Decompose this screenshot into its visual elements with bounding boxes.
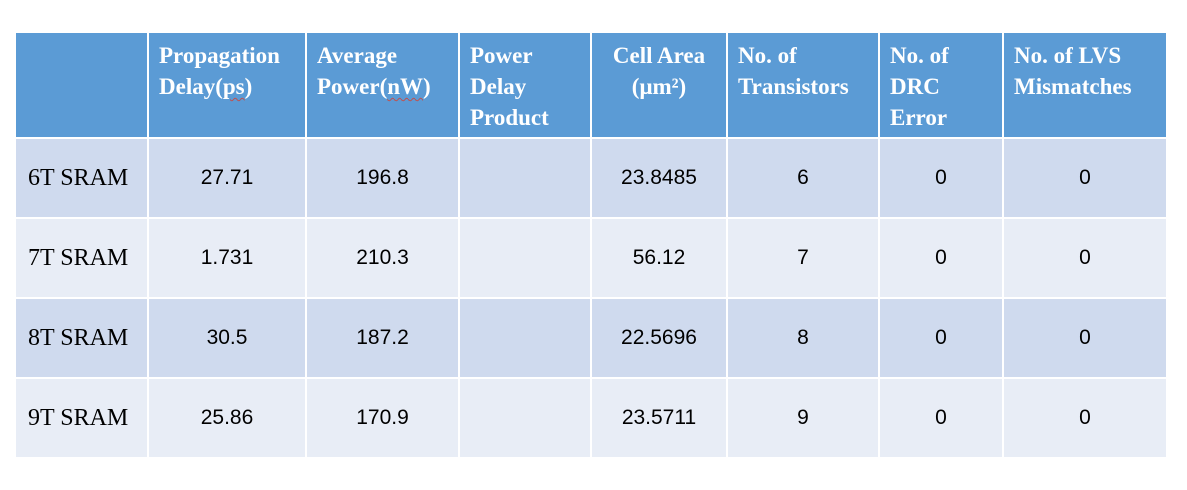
header-corner <box>14 31 149 139</box>
cell-lvs: 0 <box>1002 377 1168 459</box>
cell-transistors: 8 <box>726 297 880 379</box>
header-drc-error: No. of DRC Error <box>878 31 1004 139</box>
cell-delay: 25.86 <box>147 377 307 459</box>
header-pdp-line3: Product <box>470 105 549 130</box>
header-cell-area: Cell Area (μm²) <box>590 31 728 139</box>
sram-comparison-table: Propagation Delay(ps) Average Power(nW) … <box>14 31 1168 459</box>
cell-drc: 0 <box>878 217 1004 299</box>
cell-drc: 0 <box>878 137 1004 219</box>
cell-pdp <box>458 217 592 299</box>
cell-area: 22.5696 <box>590 297 728 379</box>
header-propagation-delay-line2: Delay( <box>159 74 223 99</box>
cell-area: 23.5711 <box>590 377 728 459</box>
cell-transistors: 6 <box>726 137 880 219</box>
cell-drc: 0 <box>878 377 1004 459</box>
header-average-power-line1: Average <box>317 43 398 68</box>
header-pdp-line2: Delay <box>470 74 527 99</box>
row-label: 6T SRAM <box>14 137 149 219</box>
header-average-power-unit: nW <box>387 74 424 99</box>
header-drc-line3: Error <box>890 105 948 130</box>
cell-lvs: 0 <box>1002 137 1168 219</box>
header-cell-area-line1: Cell Area <box>612 43 706 68</box>
header-transistors-line2: Transistors <box>738 74 849 99</box>
header-lvs-line1: No. of LVS <box>1014 43 1122 68</box>
header-average-power: Average Power(nW) <box>305 31 460 139</box>
header-transistors-line1: No. of <box>738 43 797 68</box>
header-power-delay-product: Power Delay Product <box>458 31 592 139</box>
header-pdp-line1: Power <box>470 43 533 68</box>
cell-area: 56.12 <box>590 217 728 299</box>
header-lvs-mismatches: No. of LVS Mismatches <box>1002 31 1168 139</box>
header-propagation-delay-unit: ps <box>222 74 245 99</box>
header-drc-line2: DRC <box>890 74 940 99</box>
header-cell-area-line2: (μm²) <box>631 74 687 99</box>
row-label: 8T SRAM <box>14 297 149 379</box>
header-lvs-line2: Mismatches <box>1014 74 1132 99</box>
header-propagation-delay-line1: Propagation <box>159 43 280 68</box>
row-label: 9T SRAM <box>14 377 149 459</box>
cell-pdp <box>458 297 592 379</box>
header-row: Propagation Delay(ps) Average Power(nW) … <box>14 31 1168 139</box>
cell-power: 210.3 <box>305 217 460 299</box>
cell-drc: 0 <box>878 297 1004 379</box>
table-row: 8T SRAM 30.5 187.2 22.5696 8 0 0 <box>14 297 1168 379</box>
cell-delay: 27.71 <box>147 137 307 219</box>
sram-comparison-table-container: Propagation Delay(ps) Average Power(nW) … <box>14 31 1168 459</box>
cell-area: 23.8485 <box>590 137 728 219</box>
row-label: 7T SRAM <box>14 217 149 299</box>
header-average-power-close: ) <box>423 74 431 99</box>
header-propagation-delay: Propagation Delay(ps) <box>147 31 307 139</box>
cell-lvs: 0 <box>1002 217 1168 299</box>
header-propagation-delay-close: ) <box>244 74 253 99</box>
cell-delay: 1.731 <box>147 217 307 299</box>
cell-transistors: 7 <box>726 217 880 299</box>
cell-transistors: 9 <box>726 377 880 459</box>
cell-pdp <box>458 137 592 219</box>
cell-power: 187.2 <box>305 297 460 379</box>
cell-pdp <box>458 377 592 459</box>
table-row: 9T SRAM 25.86 170.9 23.5711 9 0 0 <box>14 377 1168 459</box>
header-average-power-line2: Power( <box>317 74 388 99</box>
header-drc-line1: No. of <box>890 43 949 68</box>
cell-lvs: 0 <box>1002 297 1168 379</box>
table-row: 6T SRAM 27.71 196.8 23.8485 6 0 0 <box>14 137 1168 219</box>
cell-power: 170.9 <box>305 377 460 459</box>
header-transistors: No. of Transistors <box>726 31 880 139</box>
cell-power: 196.8 <box>305 137 460 219</box>
table-row: 7T SRAM 1.731 210.3 56.12 7 0 0 <box>14 217 1168 299</box>
cell-delay: 30.5 <box>147 297 307 379</box>
